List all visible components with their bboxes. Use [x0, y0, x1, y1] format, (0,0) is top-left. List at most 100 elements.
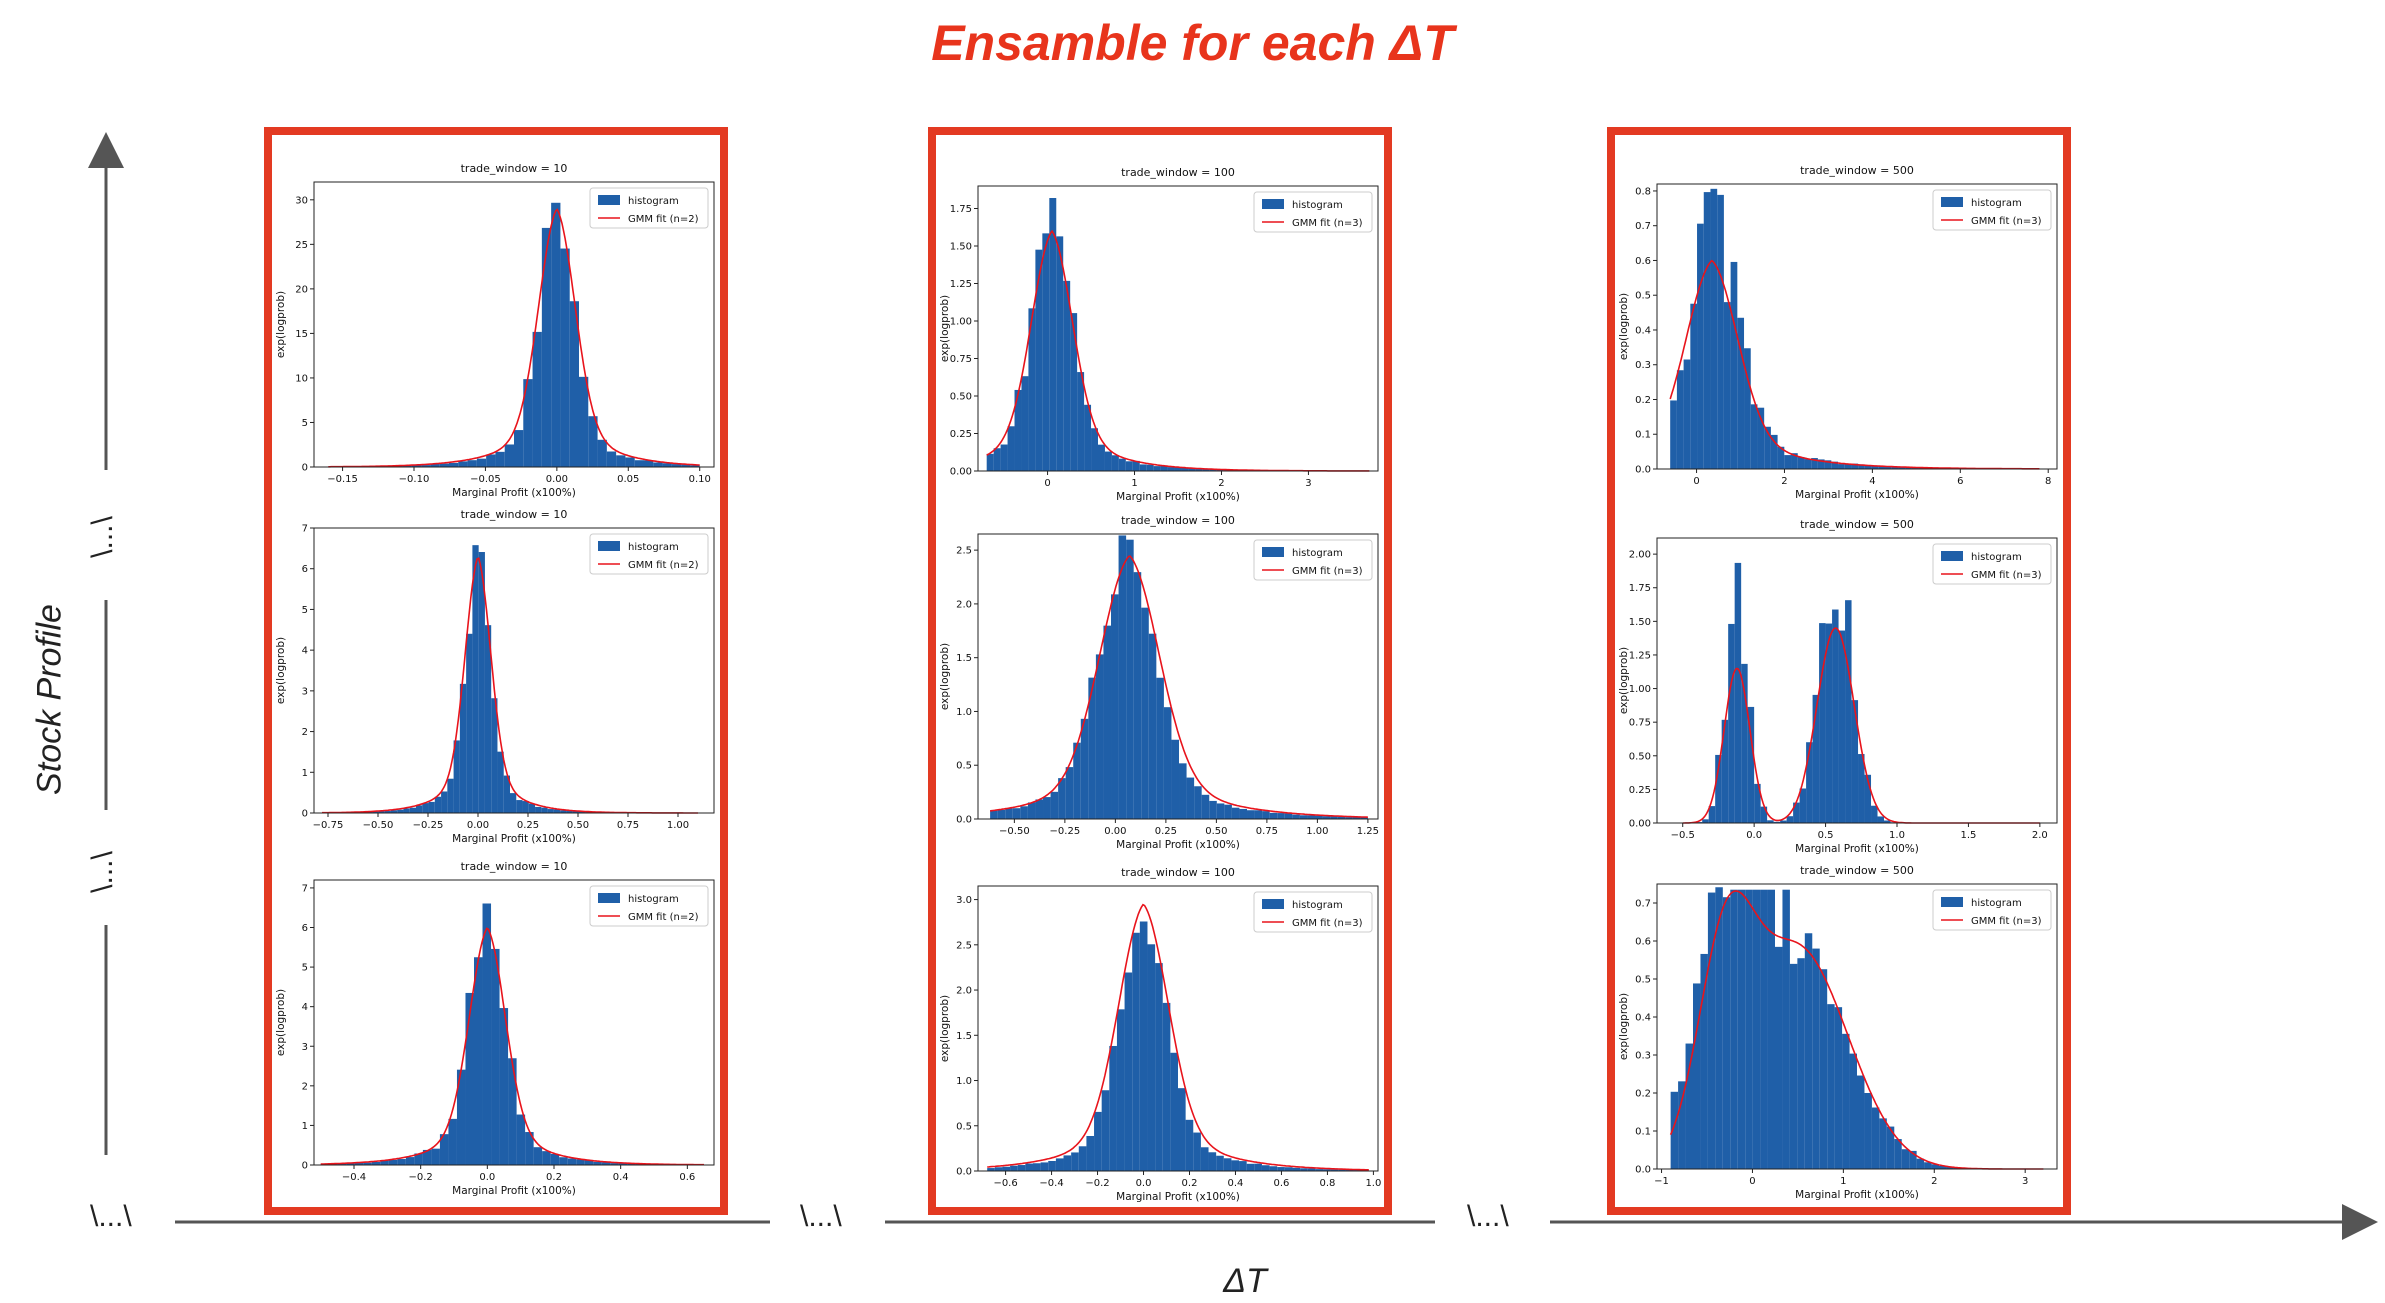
histogram-bar — [1000, 444, 1008, 471]
histogram-bar — [1111, 594, 1119, 819]
histogram-bar — [1744, 348, 1751, 469]
x-tick-label: 0.00 — [1104, 826, 1126, 837]
histogram-bar — [1139, 921, 1148, 1171]
histogram-bar — [486, 454, 496, 467]
x-tick-label: 0.2 — [1182, 1178, 1198, 1189]
y-tick-label: 1 — [302, 1121, 308, 1132]
histogram-bar — [1676, 370, 1684, 469]
histogram-bar — [439, 1134, 449, 1165]
histogram-bar — [1071, 1152, 1079, 1171]
histogram-bar — [1239, 808, 1248, 819]
histogram-bar — [422, 803, 429, 813]
histogram-bar — [1784, 455, 1792, 469]
histogram-bar — [610, 1163, 619, 1165]
histogram-bar — [1825, 623, 1833, 823]
histogram-bar — [560, 248, 570, 467]
x-tick-label: −0.5 — [1671, 830, 1695, 841]
histogram-bar — [1878, 466, 1886, 469]
histogram-bar — [402, 465, 412, 467]
x-tick-label: −0.15 — [327, 474, 358, 485]
histogram-bar — [1670, 400, 1677, 469]
histogram-bar — [993, 448, 1001, 471]
histogram-bar — [681, 464, 691, 467]
y-tick-label: 0.5 — [956, 761, 972, 772]
x-tick-label: 2 — [1931, 1176, 1937, 1187]
histogram-bar — [1170, 1052, 1178, 1171]
histogram-bar — [1797, 456, 1805, 469]
x-tick-label: 0.4 — [613, 1172, 629, 1183]
plot-frame — [977, 185, 1379, 472]
histogram-bar — [1223, 1158, 1232, 1171]
histogram-bar — [1231, 807, 1240, 819]
histogram-bar — [1126, 539, 1134, 819]
y-tick-label: 7 — [302, 524, 308, 535]
y-axis-label: exp(logprob) — [939, 995, 951, 1062]
histogram-bar — [1216, 1155, 1224, 1171]
histogram-bar — [1898, 467, 1906, 469]
y-tick-label: 2.0 — [956, 986, 972, 997]
histogram-bar — [448, 1118, 457, 1165]
histogram-bar — [535, 806, 542, 813]
histogram-bar — [1884, 820, 1891, 823]
x-tick-label: −0.05 — [470, 474, 501, 485]
histogram-bar — [1012, 808, 1021, 819]
histogram-bar — [584, 1160, 594, 1165]
histogram-bar — [522, 801, 529, 813]
y-tick-label: 1.0 — [956, 1076, 972, 1087]
histogram-bar — [1094, 1111, 1102, 1171]
histogram-bar — [566, 810, 573, 813]
y-tick-label: 3.0 — [956, 895, 972, 906]
x-tick-label: 4 — [1869, 476, 1875, 487]
y-tick-label: 0.25 — [950, 429, 972, 440]
histogram-bar — [1171, 739, 1180, 819]
subplot-4: trade_window = 100 0 1 2 3 0.00 0.25 0.50 0.75 1.… — [939, 166, 1379, 503]
histogram-bar — [1073, 742, 1081, 819]
x-tick-label: 0.25 — [1155, 826, 1177, 837]
histogram-bar — [1153, 466, 1161, 471]
histogram-bar — [467, 460, 477, 467]
x-tick-label: 0.25 — [517, 820, 539, 831]
y-tick-label: 5 — [302, 963, 308, 974]
histogram-bar — [1014, 389, 1022, 471]
histogram-bar — [1780, 820, 1787, 823]
histogram-bar — [1715, 887, 1723, 1169]
y-tick-label: 0.0 — [1635, 465, 1651, 476]
histogram-bar — [1167, 467, 1175, 471]
y-ellipsis-2: \...\ — [85, 851, 119, 893]
subplot-5: trade_window = 100−0.50 −0.25 0.00 0.25 0.50… — [939, 514, 1379, 851]
x-tick-label: 8 — [2045, 476, 2051, 487]
x-tick-label: 1.0 — [1365, 1178, 1381, 1189]
histogram-bar — [1693, 983, 1701, 1169]
histogram-bar — [495, 451, 505, 467]
y-tick-label: 0.25 — [1629, 785, 1651, 796]
y-tick-label: 0 — [302, 1161, 308, 1172]
histogram-bar — [1330, 816, 1338, 819]
x-tick-label: −0.50 — [999, 826, 1030, 837]
histogram-bar — [528, 803, 536, 813]
histogram-bar — [465, 992, 474, 1165]
histogram-bar — [441, 791, 448, 813]
x-tick-label: 3 — [1305, 478, 1311, 489]
x-tick-label: −0.4 — [1039, 1178, 1063, 1189]
histogram-bar — [1186, 777, 1195, 819]
y-tick-label: 0.1 — [1635, 430, 1651, 441]
histogram-bar — [1055, 1158, 1064, 1171]
histogram-bar — [1789, 963, 1798, 1169]
histogram-bar — [1116, 1009, 1125, 1171]
histogram-bar — [482, 903, 492, 1165]
subplot-2: trade_window = 10 −0.75 −0.50 −0.25 0.00 0.25… — [275, 508, 715, 845]
x-tick-label: 0 — [1044, 478, 1050, 489]
histogram-bar — [434, 796, 442, 813]
x-tick-label: 1.25 — [1357, 826, 1379, 837]
x-tick-label: 0.10 — [689, 474, 711, 485]
y-tick-label: 2.00 — [1629, 550, 1651, 561]
x-axis-label: Marginal Profit (x100%) — [1116, 491, 1240, 503]
histogram-bar — [634, 460, 644, 467]
y-tick-label: 0.75 — [950, 354, 972, 365]
histogram-bar — [578, 811, 586, 813]
histogram-bar — [1683, 359, 1691, 469]
histogram-bar — [405, 1157, 415, 1165]
legend-fit-label: GMM fit (n=3) — [1971, 216, 2042, 227]
histogram-bar — [1717, 194, 1724, 469]
histogram-bar — [1670, 1091, 1679, 1169]
